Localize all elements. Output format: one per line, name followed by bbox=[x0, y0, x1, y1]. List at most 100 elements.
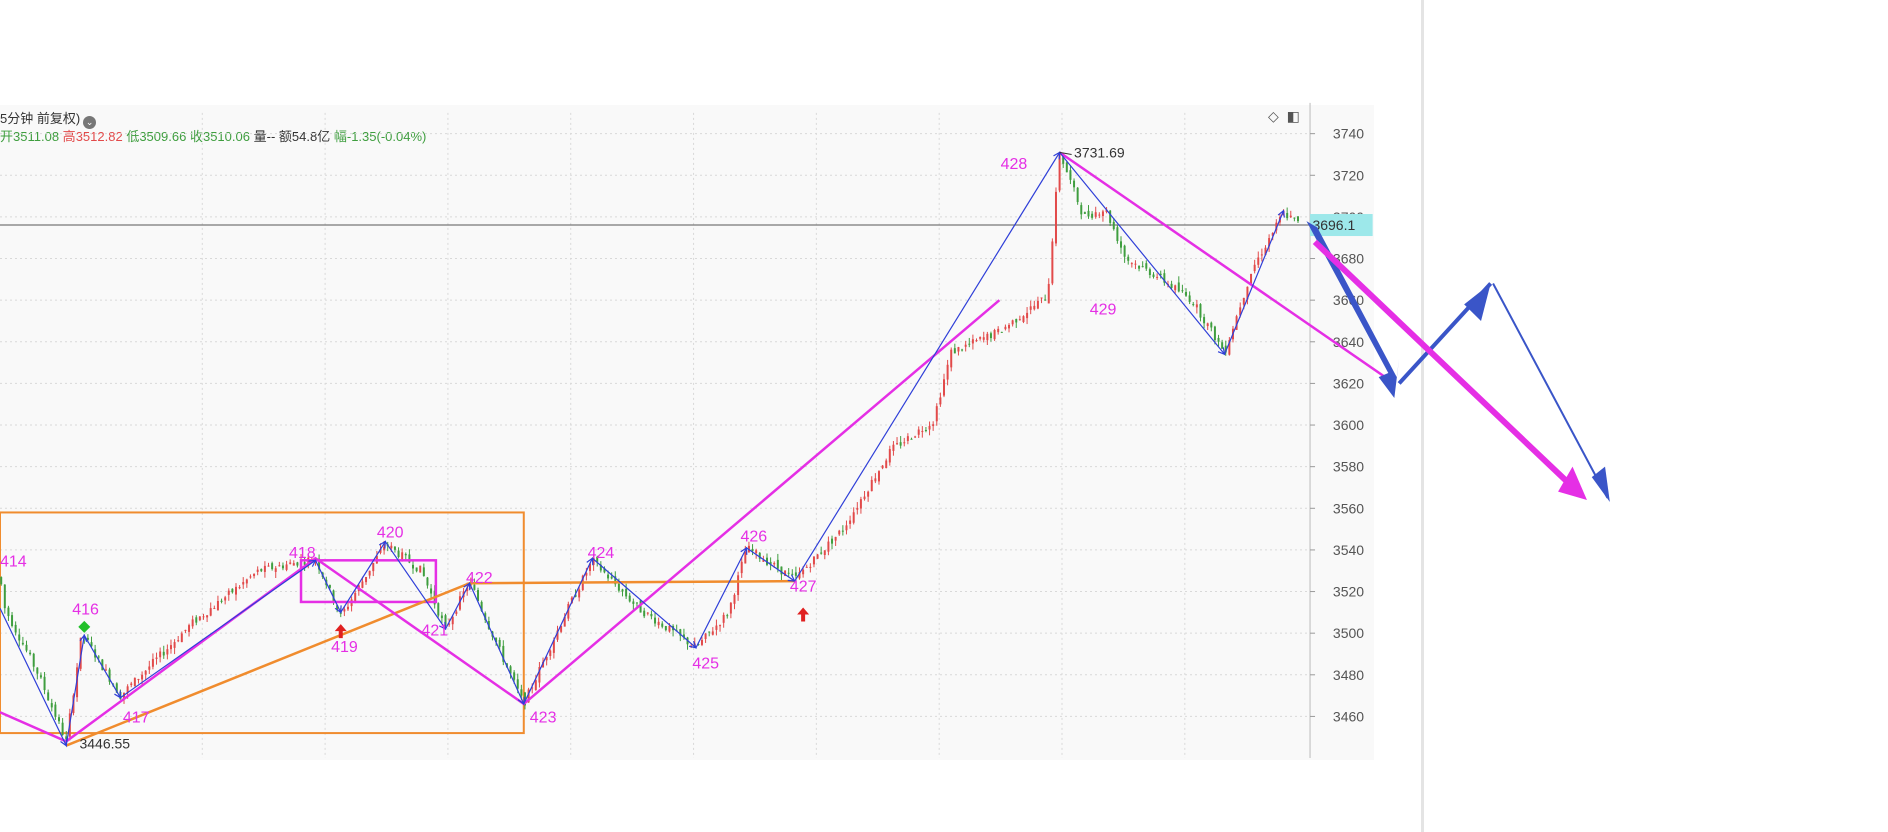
candle-body bbox=[1203, 317, 1206, 324]
candle-body bbox=[614, 576, 617, 585]
candle-body bbox=[415, 567, 418, 572]
candle-body bbox=[1206, 323, 1209, 327]
candle-body bbox=[1159, 273, 1162, 275]
candle-body bbox=[888, 449, 891, 463]
candle-body bbox=[700, 639, 703, 645]
y-tick-label: 3740 bbox=[1333, 126, 1364, 142]
candle-body bbox=[1156, 276, 1159, 278]
candle-body bbox=[946, 364, 949, 380]
pink-consolidation-box bbox=[299, 559, 438, 604]
chart-toolbar: ◇ ◧ bbox=[1268, 108, 1308, 125]
candle-body bbox=[267, 565, 270, 567]
candle-body bbox=[1181, 290, 1184, 292]
wave-label: 414 bbox=[0, 554, 27, 571]
wave-label: 421 bbox=[421, 622, 448, 639]
candle-body bbox=[560, 625, 563, 632]
candle-body bbox=[1297, 216, 1299, 222]
candle-body bbox=[430, 588, 433, 594]
wave-label: 417 bbox=[123, 710, 150, 727]
blue-wave-arrowhead bbox=[60, 738, 68, 747]
candle-body bbox=[545, 657, 548, 661]
candle-body bbox=[881, 465, 884, 469]
candle-body bbox=[422, 567, 425, 577]
candle-body bbox=[621, 589, 624, 592]
candle-body bbox=[964, 344, 967, 347]
candle-body bbox=[260, 568, 263, 572]
candle-body bbox=[643, 610, 646, 617]
candle-body bbox=[1250, 273, 1253, 284]
wave-label: 427 bbox=[790, 579, 817, 596]
wave-label: 418 bbox=[289, 545, 316, 562]
candle-body bbox=[668, 625, 671, 632]
wave-label: 422 bbox=[466, 570, 493, 587]
y-tick-label: 3580 bbox=[1333, 459, 1364, 475]
candle-body bbox=[242, 582, 245, 585]
candle-body bbox=[513, 672, 516, 680]
blue-wave-arrowhead bbox=[1217, 347, 1226, 356]
candle-body bbox=[401, 552, 404, 561]
candle-body bbox=[556, 630, 559, 640]
candle-body bbox=[144, 670, 147, 675]
candle-body bbox=[899, 442, 902, 446]
candle-body bbox=[408, 554, 411, 563]
candle-body bbox=[480, 601, 483, 611]
y-tick-label: 3720 bbox=[1333, 167, 1364, 183]
candle-body bbox=[1054, 191, 1057, 244]
y-tick-label: 3620 bbox=[1333, 375, 1364, 391]
candle-body bbox=[726, 615, 729, 617]
candle-body bbox=[166, 649, 169, 655]
candle-body bbox=[704, 633, 707, 639]
candle-body bbox=[256, 569, 259, 572]
y-tick-label: 3500 bbox=[1333, 625, 1364, 641]
candle-body bbox=[971, 339, 974, 344]
blue-projection-arrow-down bbox=[1306, 221, 1400, 398]
candle-body bbox=[220, 600, 223, 602]
blue-wave-arrowhead bbox=[79, 634, 88, 643]
candle-body bbox=[97, 656, 100, 658]
candle-body bbox=[968, 343, 971, 345]
candle-body bbox=[762, 560, 765, 562]
candle-body bbox=[404, 553, 407, 556]
candle-body bbox=[1239, 307, 1242, 316]
candle-body bbox=[1083, 212, 1086, 214]
candle-body bbox=[654, 617, 657, 624]
candle-body bbox=[484, 613, 487, 620]
candle-body bbox=[173, 642, 176, 648]
candle-body bbox=[921, 431, 924, 433]
candle-body bbox=[845, 525, 848, 531]
candle-body bbox=[570, 597, 573, 603]
candle-body bbox=[1112, 221, 1115, 230]
candle-body bbox=[115, 683, 118, 693]
candle-body bbox=[874, 478, 877, 482]
wave-label: 429 bbox=[1090, 302, 1117, 319]
panel-toggle-icon[interactable]: ◧ bbox=[1286, 108, 1301, 124]
candle-body bbox=[162, 651, 165, 656]
candle-body bbox=[711, 631, 714, 635]
candle-body bbox=[794, 572, 797, 576]
candle-body bbox=[383, 546, 386, 551]
dropdown-icon[interactable]: ⌄ bbox=[83, 116, 97, 129]
candle-body bbox=[213, 608, 216, 610]
candle-body bbox=[834, 536, 837, 541]
candle-body bbox=[32, 653, 35, 667]
candle-body bbox=[1087, 210, 1090, 217]
candle-body bbox=[354, 592, 357, 602]
candle-body bbox=[1091, 213, 1094, 218]
candle-body bbox=[1011, 320, 1014, 325]
candle-body bbox=[910, 438, 913, 440]
candle-body bbox=[104, 669, 107, 671]
candle-body bbox=[1213, 326, 1216, 341]
y-tick-label: 3640 bbox=[1333, 334, 1364, 350]
candle-body bbox=[527, 689, 530, 703]
blue-projection-arrowhead-up bbox=[1464, 283, 1491, 321]
candle-body bbox=[950, 349, 953, 368]
diamond-icon[interactable]: ◇ bbox=[1268, 108, 1279, 124]
pink-trendline bbox=[1058, 151, 1396, 385]
candle-body bbox=[722, 614, 725, 623]
candle-body bbox=[1185, 291, 1188, 296]
candle-body bbox=[625, 588, 628, 597]
candle-body bbox=[509, 666, 512, 674]
candle-body bbox=[108, 669, 111, 682]
candle-body bbox=[607, 574, 610, 579]
